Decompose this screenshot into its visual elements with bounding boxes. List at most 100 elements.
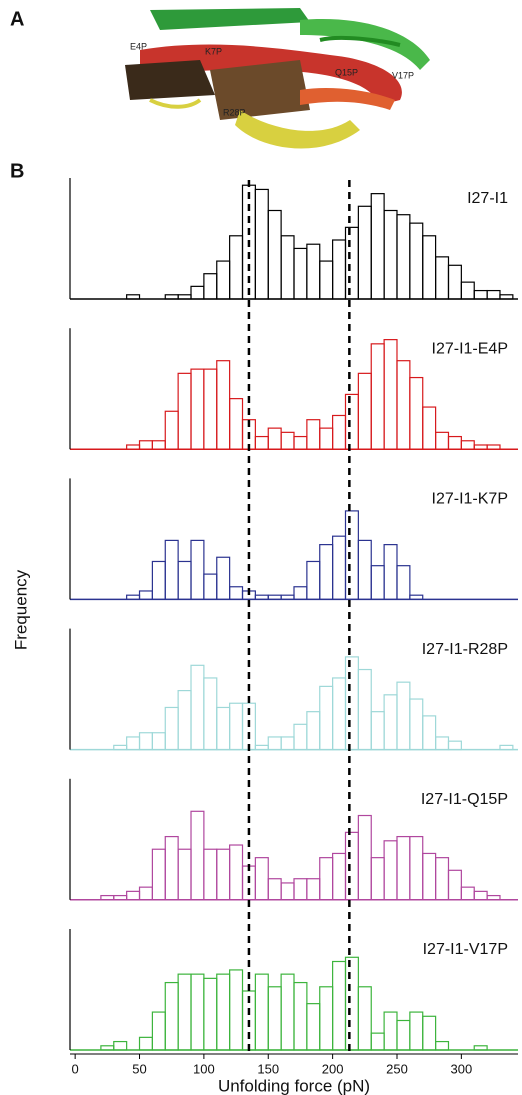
panel-label: B bbox=[10, 160, 24, 182]
histogram-bar bbox=[280, 973, 295, 1051]
histogram-bar bbox=[190, 539, 205, 601]
histogram-bar bbox=[177, 848, 192, 901]
histogram-bar bbox=[190, 810, 205, 901]
histogram-bar bbox=[422, 715, 437, 751]
histogram-bar bbox=[447, 264, 462, 300]
histogram-bar bbox=[460, 281, 475, 300]
x-axis-label: Unfolding force (pN) bbox=[218, 1076, 370, 1095]
histogram-bar bbox=[344, 656, 359, 751]
histogram-bar bbox=[409, 698, 424, 751]
histogram-bar bbox=[435, 857, 450, 901]
histogram-bar bbox=[370, 857, 385, 901]
histogram-bar bbox=[254, 188, 269, 300]
histogram-bar bbox=[203, 573, 218, 600]
x-tick-label: 100 bbox=[193, 1061, 215, 1076]
histogram-bar bbox=[151, 848, 166, 901]
series-label: I27-I1-K7P bbox=[432, 491, 508, 508]
histogram-bar bbox=[306, 419, 321, 450]
histogram-bar bbox=[332, 852, 347, 901]
histogram-bar bbox=[293, 586, 308, 600]
structure-label: R28P bbox=[223, 107, 246, 117]
histogram-bar bbox=[229, 398, 244, 450]
histogram-bar bbox=[306, 243, 321, 300]
structure-label: E4P bbox=[130, 41, 147, 51]
histogram-bar bbox=[267, 986, 282, 1051]
histogram-bar bbox=[306, 711, 321, 751]
histogram-bar bbox=[383, 544, 398, 600]
histogram-bar bbox=[280, 736, 295, 751]
histogram-bar bbox=[151, 732, 166, 751]
histogram-bar bbox=[216, 848, 231, 901]
histogram-bar bbox=[332, 677, 347, 751]
histogram-bar bbox=[396, 565, 411, 601]
histogram-bar bbox=[396, 214, 411, 300]
histogram-bar bbox=[216, 260, 231, 300]
histogram-bar bbox=[216, 706, 231, 751]
histogram-bar bbox=[344, 831, 359, 901]
histogram-bar bbox=[473, 890, 488, 901]
histogram-bar bbox=[216, 556, 231, 600]
histogram-bar bbox=[151, 1011, 166, 1051]
histogram-bar bbox=[435, 431, 450, 450]
histogram-bar bbox=[370, 711, 385, 751]
structure-label: V17P bbox=[392, 70, 414, 80]
series-label: I27-I1 bbox=[467, 190, 508, 207]
histogram-bar bbox=[422, 1015, 437, 1051]
histogram-bar bbox=[319, 685, 334, 751]
histogram-bar bbox=[409, 222, 424, 300]
y-axis-label: Frequency bbox=[11, 569, 30, 650]
histogram-bar bbox=[422, 406, 437, 450]
histogram-bar bbox=[486, 289, 501, 300]
histogram-bar bbox=[447, 435, 462, 450]
histogram-bar bbox=[344, 956, 359, 1051]
histogram-bar bbox=[319, 260, 334, 300]
histogram-bar bbox=[203, 848, 218, 901]
histogram-bar bbox=[370, 343, 385, 450]
histogram-bar bbox=[267, 427, 282, 450]
histogram-bar bbox=[460, 886, 475, 901]
histogram-bar bbox=[164, 410, 179, 450]
histogram-bar bbox=[357, 986, 372, 1051]
histogram-bar bbox=[473, 289, 488, 300]
histogram-bar bbox=[344, 510, 359, 600]
histogram-bar bbox=[319, 427, 334, 450]
histogram-bar bbox=[435, 736, 450, 751]
histogram-bar bbox=[216, 360, 231, 450]
histogram-bar bbox=[447, 869, 462, 901]
histogram-bar bbox=[383, 840, 398, 901]
histogram-bar bbox=[190, 664, 205, 751]
series-label: I27-I1-E4P bbox=[432, 340, 508, 357]
series-label: I27-I1-V17P bbox=[423, 941, 508, 958]
histogram-bar bbox=[383, 694, 398, 751]
histogram-bar bbox=[138, 732, 153, 751]
structure-label: Q15P bbox=[335, 67, 358, 77]
histogram-bar bbox=[435, 256, 450, 300]
histogram-bar bbox=[319, 544, 334, 600]
histogram-bar bbox=[409, 835, 424, 901]
histogram-bar bbox=[422, 235, 437, 300]
histogram-bar bbox=[126, 890, 141, 901]
histogram-bar bbox=[280, 431, 295, 450]
histogram-bar bbox=[409, 376, 424, 450]
x-tick-label: 300 bbox=[451, 1061, 473, 1076]
histogram-bar bbox=[383, 339, 398, 450]
histogram-bar bbox=[177, 973, 192, 1051]
structure-label: K7P bbox=[205, 46, 222, 56]
histogram-bar bbox=[254, 973, 269, 1051]
histogram-bar bbox=[370, 565, 385, 601]
x-tick-label: 150 bbox=[257, 1061, 279, 1076]
histogram-bar bbox=[151, 440, 166, 450]
series-label: I27-I1-R28P bbox=[422, 641, 508, 658]
histogram-bar bbox=[396, 1019, 411, 1051]
histogram-bar bbox=[357, 372, 372, 450]
histogram-bar bbox=[138, 886, 153, 901]
histogram-bar bbox=[306, 878, 321, 901]
panel-label: A bbox=[10, 8, 24, 30]
x-tick-label: 250 bbox=[386, 1061, 408, 1076]
histogram-bar bbox=[435, 1040, 450, 1051]
protein-structure bbox=[125, 8, 430, 149]
histogram-bar bbox=[267, 209, 282, 300]
histogram-bar bbox=[370, 193, 385, 300]
histogram-bar bbox=[460, 440, 475, 450]
histogram-bar bbox=[383, 209, 398, 300]
